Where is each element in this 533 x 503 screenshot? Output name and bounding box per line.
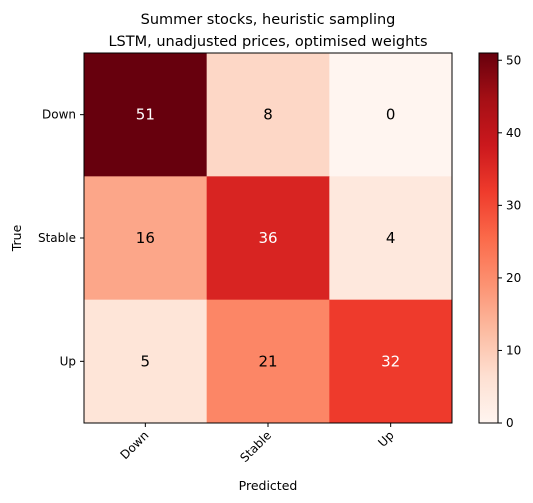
heatmap-cells: 51 8 0 16 36 4 5 21 32	[84, 53, 453, 424]
colorbar-tick-label: 0	[506, 416, 514, 430]
cell-value-label: 16	[136, 229, 155, 247]
y-tick-label: Stable	[38, 231, 76, 245]
cell-value-label: 32	[381, 352, 400, 370]
heatmap-cell	[206, 53, 330, 177]
heatmap-cell	[329, 299, 453, 424]
y-axis-label: True	[9, 224, 24, 252]
x-tick-label: Up	[375, 428, 397, 450]
x-tick-label: Stable	[237, 428, 274, 465]
y-axis-ticks: Down Stable Up	[38, 108, 84, 368]
colorbar-ticks: 0 10 20 30 40 50	[498, 53, 521, 430]
colorbar	[478, 52, 499, 424]
chart-title-line1: Summer stocks, heuristic sampling	[141, 12, 396, 28]
heatmap-cell	[206, 176, 330, 301]
heatmap-cell	[329, 53, 453, 177]
x-axis-ticks: Down Stable Up	[118, 423, 397, 465]
colorbar-tick-label: 10	[506, 343, 521, 357]
heatmap-cell	[206, 299, 330, 424]
cell-value-label: 21	[258, 352, 277, 370]
colorbar-tick-label: 20	[506, 271, 521, 285]
cell-value-label: 51	[136, 106, 155, 124]
cell-value-label: 8	[263, 106, 273, 124]
heatmap-cell	[329, 176, 453, 301]
heatmap-cell	[84, 299, 208, 424]
y-tick-label: Up	[60, 354, 76, 368]
colorbar-tick-label: 50	[506, 53, 521, 67]
x-tick-label: Down	[118, 428, 152, 462]
heatmap-cell	[84, 176, 208, 301]
cell-value-label: 5	[141, 352, 151, 370]
cell-value-label: 36	[258, 229, 277, 247]
y-tick-label: Down	[42, 108, 76, 122]
colorbar-tick-label: 30	[506, 198, 521, 212]
colorbar-tick-label: 40	[506, 126, 521, 140]
chart-title-line2: LSTM, unadjusted prices, optimised weigh…	[108, 34, 427, 50]
cell-value-label: 0	[386, 106, 396, 124]
x-axis-label: Predicted	[239, 478, 298, 493]
cell-value-label: 4	[386, 229, 396, 247]
heatmap-cell	[84, 53, 208, 177]
